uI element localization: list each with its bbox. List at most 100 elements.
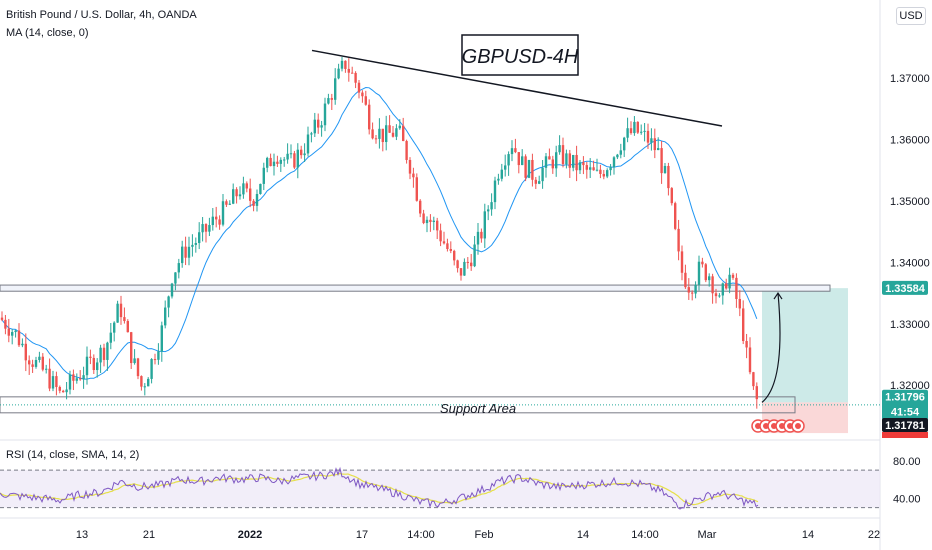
candle-body (4, 319, 7, 329)
candle-body (517, 152, 520, 166)
candle-body (34, 359, 38, 367)
candle-body (218, 219, 221, 225)
candle-body (286, 153, 289, 160)
candle-body (89, 356, 92, 358)
low-price-tag: 1.31781 (882, 418, 928, 432)
price-tick-label: 1.37000 (890, 73, 930, 85)
candle-body (361, 92, 364, 97)
candle-body (334, 78, 337, 100)
candle-body (310, 133, 313, 135)
candle-body (242, 183, 245, 195)
time-tick-label: 14 (802, 529, 814, 541)
candle-body (160, 325, 163, 352)
candle-body (109, 332, 112, 343)
candle-body (459, 268, 463, 276)
time-tick-label: 14:00 (407, 529, 435, 541)
candle-body (116, 303, 119, 323)
event-flag-dot-icon (795, 423, 801, 429)
candle-body (561, 145, 565, 165)
candle-body (429, 219, 432, 223)
candle-body (306, 134, 310, 154)
candle-body (721, 283, 724, 296)
candle-body (408, 159, 412, 174)
candle-body (650, 138, 653, 143)
resistance-zone[interactable] (0, 284, 831, 292)
candle-body (72, 374, 75, 381)
candle-body (470, 262, 473, 267)
rsi-layer (0, 466, 759, 510)
long-target-zone[interactable] (762, 288, 848, 403)
projection-arrow[interactable] (761, 292, 781, 403)
candle-body (24, 343, 27, 361)
candle-body (476, 231, 480, 245)
candle-body (534, 179, 537, 184)
candle-body (130, 332, 133, 364)
rsi-indicator-label[interactable]: RSI (14, close, SMA, 14, 2) (6, 449, 140, 461)
candle-body (28, 360, 31, 365)
svg-text:41:54: 41:54 (891, 407, 920, 419)
candle-body (708, 276, 711, 281)
candle-body (391, 132, 395, 137)
candle-body (487, 209, 490, 212)
candle-body (612, 157, 616, 168)
descending-trendline[interactable] (311, 49, 723, 127)
candle-body (272, 161, 276, 167)
candle-body (269, 157, 272, 167)
candle-body (194, 243, 197, 245)
ma-indicator-label[interactable]: MA (14, close, 0) (6, 27, 89, 39)
svg-text:1.33584: 1.33584 (885, 283, 926, 295)
svg-text:1.31796: 1.31796 (885, 392, 925, 404)
candle-body (514, 148, 517, 153)
candle-body (684, 272, 687, 288)
candle-body (232, 189, 235, 204)
candle-body (493, 180, 497, 203)
economic-events-icons[interactable] (751, 419, 805, 433)
ma-line (1, 86, 758, 380)
candle-body (742, 308, 745, 342)
candle-body (164, 307, 167, 326)
candle-body (691, 292, 694, 294)
rsi-tick-label: 80.00 (893, 456, 921, 468)
candle-body (41, 356, 44, 370)
candle-body (85, 356, 89, 376)
support-area-label: Support Area (440, 401, 516, 416)
candle-body (626, 128, 629, 138)
candle-body (211, 216, 214, 226)
chart-title-box[interactable] (461, 34, 579, 76)
candle-body (752, 372, 755, 387)
candle-body (714, 293, 718, 297)
symbol-title[interactable]: British Pound / U.S. Dollar, 4h, OANDA (6, 9, 197, 21)
candle-body (738, 298, 741, 309)
price-tick-label: 1.32000 (890, 380, 930, 392)
candle-body (266, 157, 269, 168)
candle-body (565, 153, 568, 165)
candle-body (449, 249, 452, 251)
candle-body (667, 165, 670, 189)
candle-body (92, 357, 95, 371)
candle-body (592, 167, 595, 171)
rsi-value-tag (882, 432, 928, 438)
currency-button[interactable]: USD (896, 7, 926, 25)
time-tick-label: 2022 (238, 529, 262, 541)
price-axis[interactable]: 1.37000 1.36000 1.35000 1.34000 1.33000 1.320… (890, 73, 930, 392)
candle-body (558, 145, 561, 153)
candle-body (140, 376, 143, 387)
candle-body (510, 148, 514, 155)
candle-body (643, 130, 646, 132)
candle-body (21, 343, 24, 346)
candle-body (599, 169, 602, 174)
candle-body (204, 224, 208, 232)
candle-body (102, 347, 106, 360)
rsi-axis[interactable]: 80.00 40.00 (893, 456, 921, 506)
time-tick-label: 17 (356, 529, 368, 541)
candle-body (395, 128, 398, 137)
candle-body (378, 128, 381, 139)
candle-body (153, 359, 157, 361)
candle-body (235, 189, 238, 197)
candle-body (215, 216, 218, 220)
candle-body (276, 161, 279, 164)
candle-body (531, 159, 534, 180)
time-axis[interactable]: 13 21 2022 17 14:00 Feb 14 14:00 Mar 14 22 (76, 529, 880, 541)
candle-body (731, 274, 735, 278)
